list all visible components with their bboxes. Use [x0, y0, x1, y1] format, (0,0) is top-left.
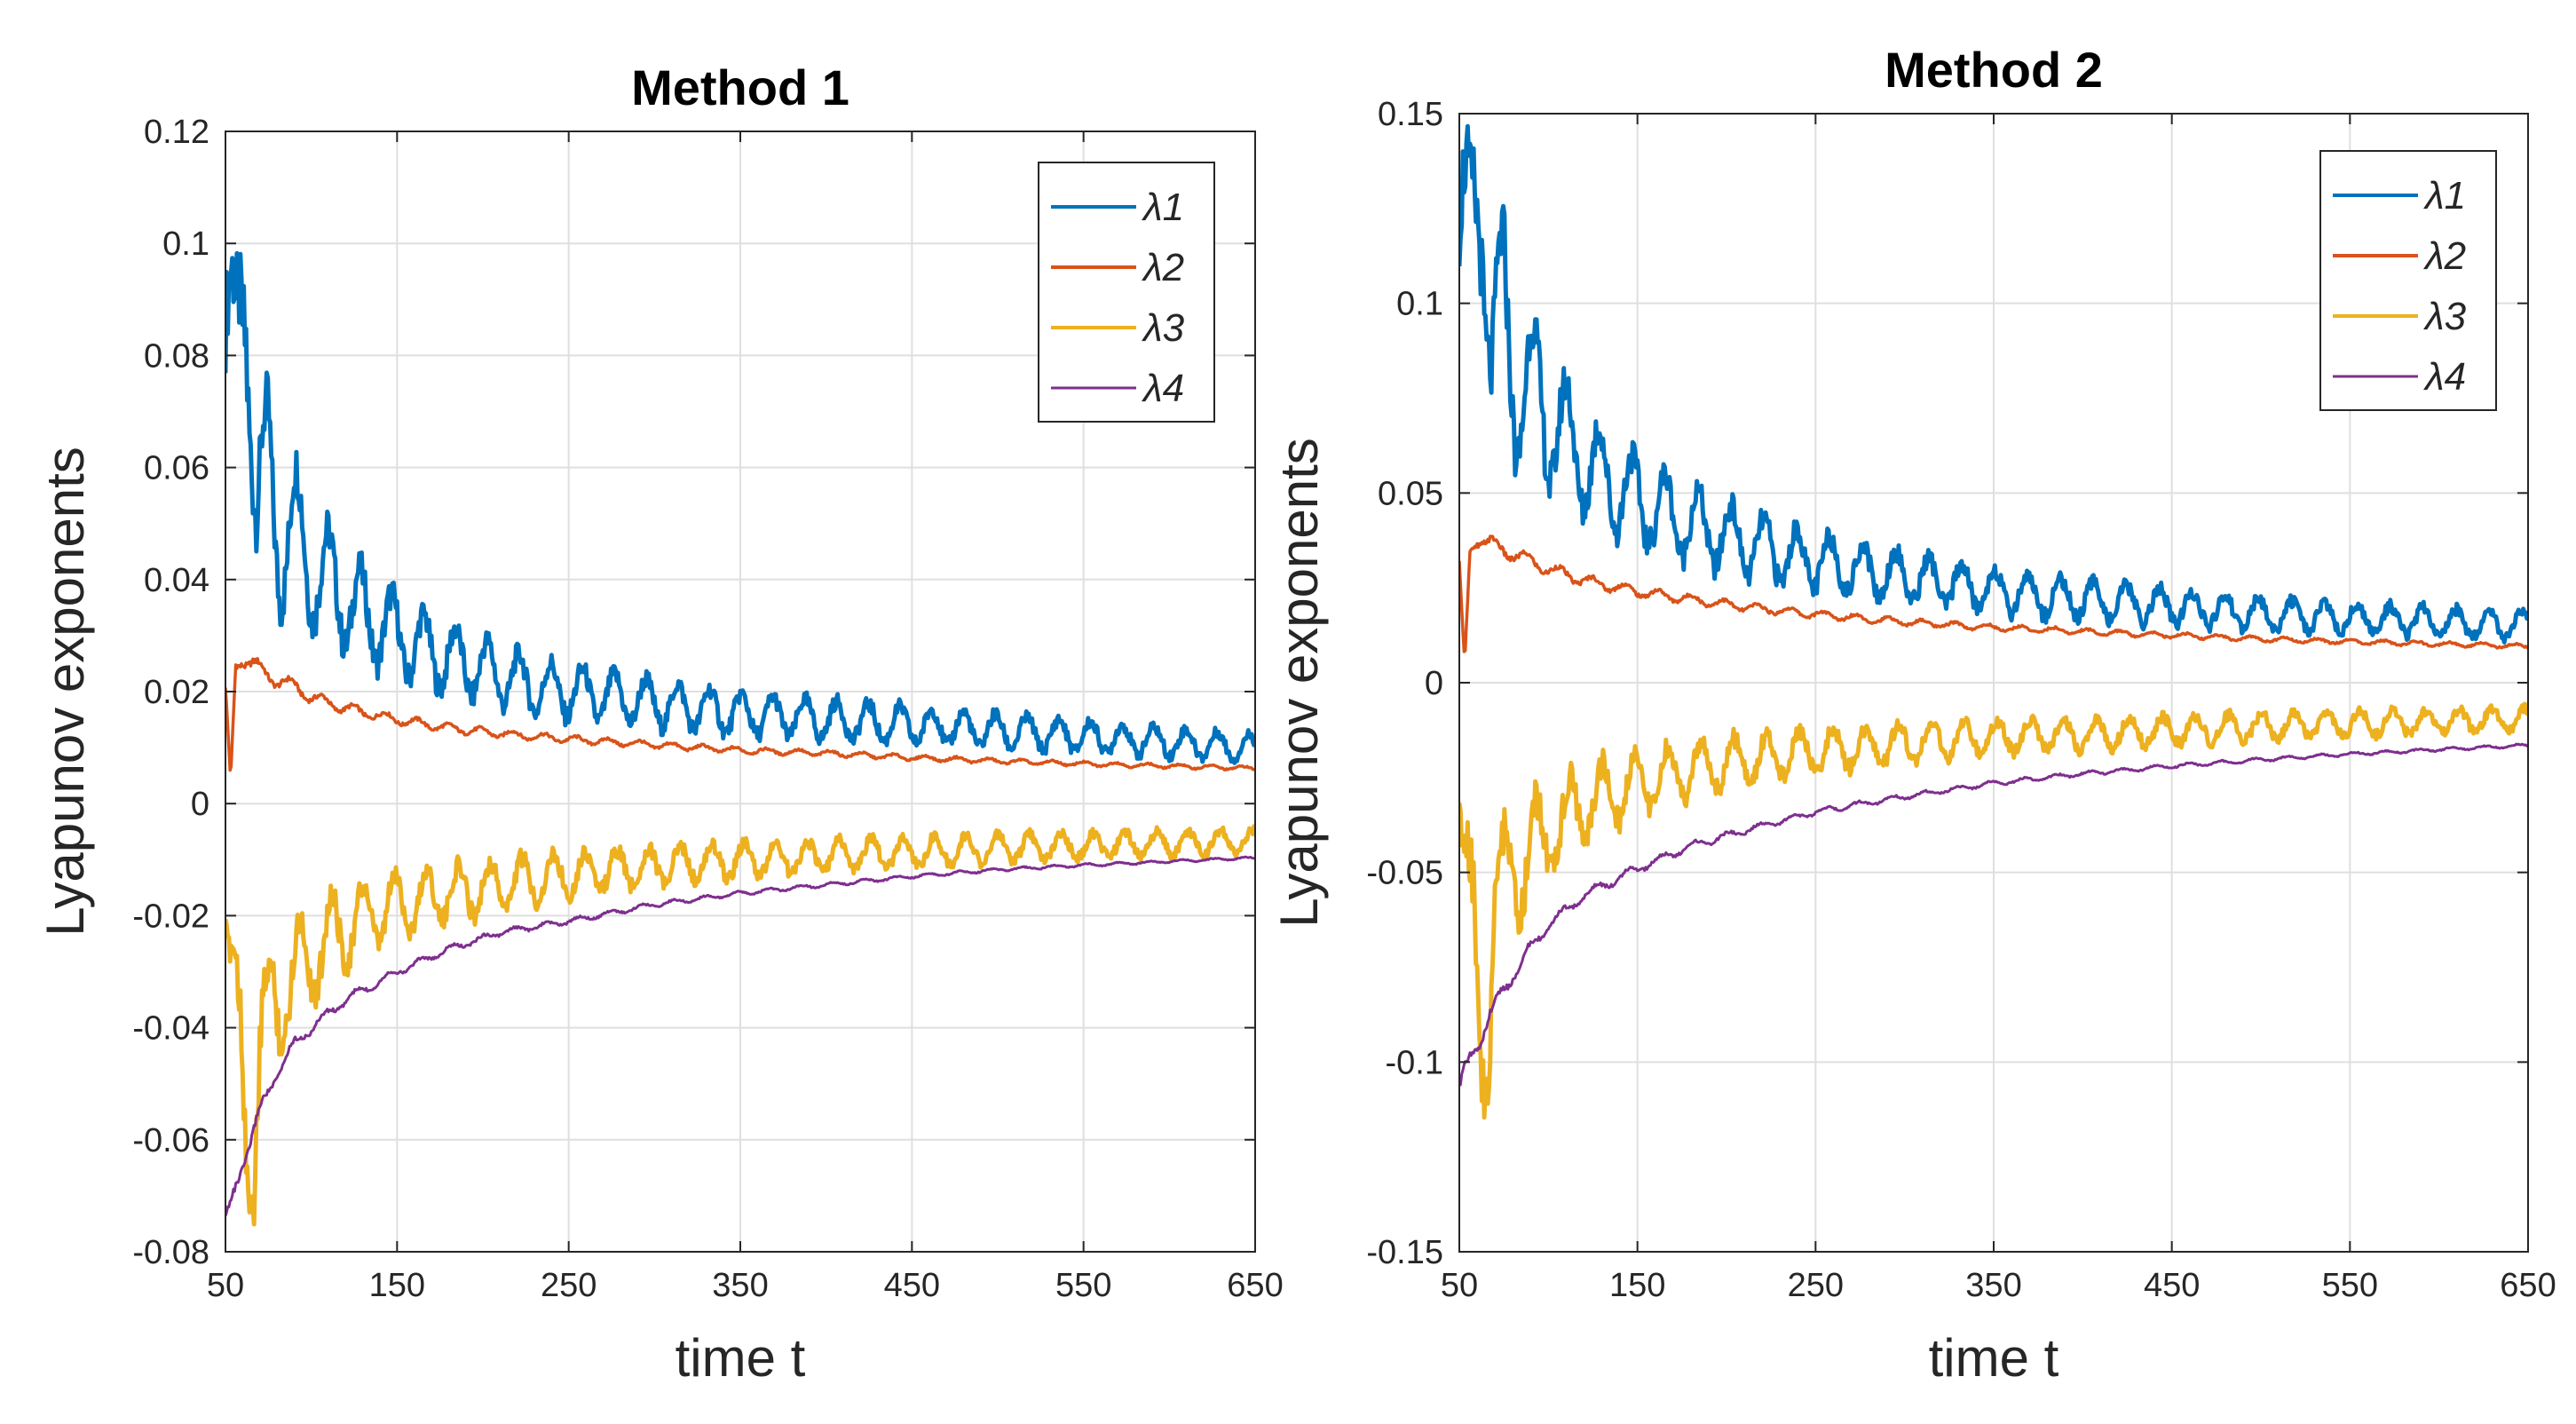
- y-tick-label-4: 0: [191, 786, 209, 823]
- legend-label-lambda2: λ2: [1142, 246, 1184, 289]
- y-axis-label: Lyapunov exponents: [1269, 438, 1329, 928]
- y-tick-label-4: 0.05: [1378, 475, 1443, 512]
- y-tick-label-5: 0.1: [1396, 286, 1443, 323]
- x-axis-label: time t: [676, 1328, 806, 1388]
- x-axis-label: time t: [1929, 1328, 2059, 1388]
- series-line-lambda3: [225, 824, 1255, 1227]
- series-line-lambda1: [1459, 123, 2528, 645]
- series-line-lambda2: [225, 657, 1255, 772]
- x-tick-label-3: 350: [1965, 1267, 2021, 1304]
- y-tick-label-5: 0.02: [144, 674, 209, 711]
- x-tick-label-6: 650: [2500, 1267, 2556, 1304]
- series-line-lambda4: [1459, 742, 2528, 1087]
- y-tick-label-3: -0.02: [132, 898, 209, 935]
- chart-2: 50 150 250 350 450 550 650 -0.15 -0.1 -0.05 0 0.05 0…: [1269, 42, 2556, 1388]
- legend-label-lambda2: λ2: [2423, 234, 2466, 278]
- series-line-lambda1: [225, 250, 1255, 765]
- x-tick-label-2: 250: [541, 1267, 597, 1304]
- y-tick-label-1: -0.06: [132, 1122, 209, 1159]
- series-group: [225, 250, 1255, 1227]
- legend-label-lambda4: λ4: [2423, 355, 2466, 399]
- y-tick-label-3: 0: [1425, 665, 1443, 702]
- x-tick-label-0: 50: [207, 1267, 244, 1304]
- y-tick-label-8: 0.08: [144, 337, 209, 375]
- x-tick-label-5: 550: [2322, 1267, 2378, 1304]
- legend-label-lambda3: λ3: [2423, 295, 2467, 338]
- x-tick-label-5: 550: [1055, 1267, 1111, 1304]
- y-tick-label-2: -0.04: [132, 1010, 209, 1048]
- chart-title: Method 2: [1885, 42, 2103, 98]
- y-tick-label-1: -0.1: [1386, 1044, 1443, 1081]
- y-tick-label-2: -0.05: [1366, 855, 1443, 892]
- x-tick-label-3: 350: [712, 1267, 768, 1304]
- legend-box: [1038, 162, 1215, 423]
- legend-box: [2319, 150, 2497, 411]
- y-tick-label-7: 0.06: [144, 450, 209, 487]
- y-tick-label-6: 0.15: [1378, 96, 1443, 133]
- y-tick-label-0: -0.08: [132, 1234, 209, 1271]
- legend-label-lambda1: λ1: [1142, 186, 1184, 229]
- series-group: [1459, 123, 2528, 1120]
- series-line-lambda2: [1459, 534, 2528, 653]
- y-tick-label-6: 0.04: [144, 562, 209, 599]
- y-tick-label-9: 0.1: [162, 225, 209, 263]
- x-tick-label-4: 450: [884, 1267, 940, 1304]
- y-axis-label: Lyapunov exponents: [36, 447, 95, 937]
- y-tick-label-10: 0.12: [144, 114, 209, 151]
- x-tick-label-6: 650: [1227, 1267, 1283, 1304]
- x-tick-label-0: 50: [1441, 1267, 1478, 1304]
- series-line-lambda4: [225, 855, 1255, 1217]
- x-tick-label-4: 450: [2144, 1267, 2200, 1304]
- x-tick-label-2: 250: [1788, 1267, 1844, 1304]
- legend-label-lambda1: λ1: [2423, 174, 2466, 218]
- chart-title: Method 1: [631, 59, 849, 115]
- legend-label-lambda4: λ4: [1142, 367, 1184, 410]
- y-tick-label-0: -0.15: [1366, 1234, 1443, 1271]
- legend-label-lambda3: λ3: [1142, 306, 1185, 350]
- x-tick-label-1: 150: [369, 1267, 425, 1304]
- chart-1: 50 150 250 350 450 550 650 -0.08 -0.06 -0.04 -0.02…: [36, 59, 1284, 1388]
- series-line-lambda3: [1459, 701, 2528, 1120]
- x-tick-label-1: 150: [1609, 1267, 1665, 1304]
